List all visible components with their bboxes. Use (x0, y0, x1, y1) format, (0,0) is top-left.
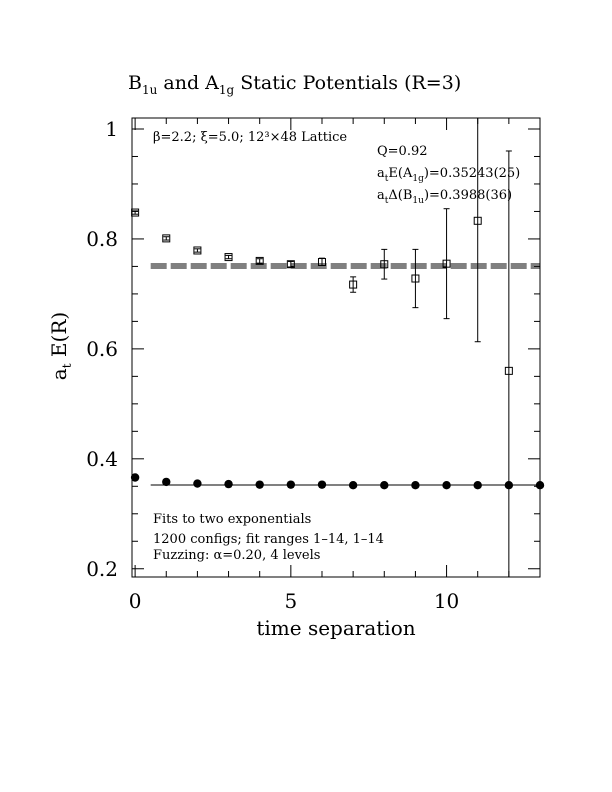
annotation-configs: 1200 configs; fit ranges 1–14, 1–14 (153, 532, 384, 547)
a1g-point (411, 481, 420, 490)
b1u-point (286, 260, 295, 269)
x-tick-label: 5 (284, 589, 297, 613)
a1g-point (442, 481, 451, 490)
b1u-point (380, 260, 389, 269)
b1u-point (442, 259, 451, 268)
fit-lines (150, 263, 540, 486)
a1g-point (255, 480, 264, 489)
a1g-point (286, 480, 296, 489)
b1u-point (224, 253, 233, 262)
a1g-point (317, 480, 327, 489)
a1g-point (224, 479, 233, 489)
annotation-lattice: β=2.2; ξ=5.0; 12³×48 Lattice (153, 130, 347, 145)
axis-tick-labels: 0 5 10 0.2 0.4 0.6 0.8 1 (86, 117, 459, 613)
annotation-fuzzing: Fuzzing: α=0.20, 4 levels (153, 548, 320, 563)
b1u-point (349, 280, 358, 289)
x-tick-label: 0 (129, 589, 142, 613)
a1g-point (162, 477, 171, 487)
b1u-point (193, 246, 202, 255)
b1u-point (411, 274, 420, 283)
annotation-q: Q=0.92 (377, 144, 428, 159)
x-tick-label: 10 (434, 589, 459, 613)
a1g-point (348, 481, 358, 490)
annotation-b1u: atΔ(B1u)=0.3988(36) (377, 188, 512, 206)
a1g-point (380, 481, 389, 490)
a1g-point (535, 481, 545, 490)
a1g-point (504, 481, 514, 490)
annotation-a1g: atE(A1g)=0.35243(25) (377, 166, 520, 184)
annotation-fits: Fits to two exponentials (153, 512, 311, 527)
b1u-point (317, 258, 326, 267)
chart-title: B1u and A1g Static Potentials (R=3) (128, 72, 461, 97)
b1u-point (473, 216, 482, 225)
b1u-point (162, 234, 171, 243)
b1u-point (131, 208, 140, 217)
data-marks (130, 118, 545, 577)
y-tick-label: 0.2 (86, 557, 118, 581)
y-tick-label: 1 (105, 117, 118, 141)
y-tick-label: 0.8 (86, 227, 118, 251)
x-axis-label: time separation (256, 616, 415, 640)
y-tick-label: 0.6 (86, 337, 118, 361)
a1g-point (473, 481, 482, 490)
axis-ticks (132, 118, 541, 577)
b1u-point (255, 256, 264, 265)
y-tick-label: 0.4 (86, 447, 118, 471)
b1u-point (504, 366, 513, 375)
a1g-point (130, 473, 140, 482)
plot-frame (131, 117, 541, 578)
y-axis-label: at E(R) (47, 312, 74, 380)
a1g-point (193, 479, 202, 488)
